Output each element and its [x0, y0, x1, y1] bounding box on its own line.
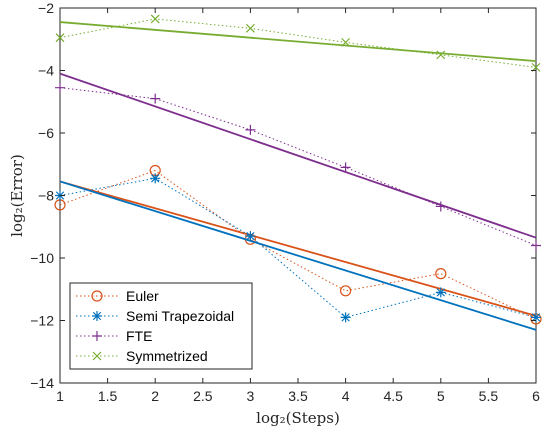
x-tick-label-9: 5.5	[479, 388, 499, 404]
point-fte-1	[150, 93, 161, 104]
x-axis-label: log₂(Steps)	[256, 409, 340, 427]
fit-line-fte	[59, 72, 537, 239]
y-tick-label-5: −4	[38, 63, 54, 79]
point-symmetrized-2	[245, 23, 255, 33]
y-tick-label-2: −10	[30, 250, 54, 266]
point-fte-4	[435, 201, 446, 212]
ticks-layer: 1 1.5 2 2.5 3 3.5 4 4.5 5 5.5 6 −14 −12 −10 −8 −6 −4 −2	[30, 0, 540, 404]
point-euler-4	[435, 268, 447, 280]
legend-label-euler: Euler	[126, 288, 159, 304]
point-symmetrized-3	[341, 37, 351, 47]
point-semi-trapezoidal-1	[150, 173, 161, 184]
point-symmetrized-1	[150, 14, 160, 24]
series-fte	[55, 72, 541, 251]
point-symmetrized-0	[55, 33, 65, 43]
x-tick-label-10: 6	[532, 388, 540, 404]
series-line-semi-trapezoidal	[59, 177, 537, 318]
y-tick-label-4: −6	[38, 125, 54, 141]
x-tick-label-7: 4.5	[383, 388, 403, 404]
y-axis-label: log₂(Error)	[8, 154, 26, 237]
legend-label-symmetrized: Symmetrized	[126, 348, 208, 364]
point-semi-trapezoidal-5	[531, 312, 541, 323]
y-tick-label-0: −14	[30, 375, 54, 391]
point-euler-3	[340, 285, 352, 297]
legend-item-semi-trapezoidal: Semi Trapezoidal	[76, 308, 234, 324]
series-line-symmetrized	[59, 18, 537, 68]
x-tick-label-3: 2.5	[193, 388, 213, 404]
legend: Euler Semi Trapezoidal FTE Symmetrized	[69, 282, 253, 370]
y-tick-label-1: −12	[30, 313, 54, 329]
legend-marker-semi-trapezoidal	[92, 311, 102, 321]
legend-box	[69, 282, 253, 370]
point-semi-trapezoidal-3	[340, 312, 351, 323]
legend-item-fte: FTE	[76, 328, 152, 344]
y-tick-label-3: −8	[38, 188, 54, 204]
point-fte-0	[55, 82, 65, 93]
legend-item-euler: Euler	[76, 288, 159, 304]
x-tick-label-8: 5	[437, 388, 445, 404]
point-fte-2	[245, 124, 256, 135]
x-tick-label-6: 4	[342, 388, 350, 404]
point-semi-trapezoidal-2	[245, 231, 256, 242]
point-symmetrized-4	[436, 50, 446, 60]
point-fte-3	[340, 162, 351, 173]
fit-line-euler	[59, 180, 537, 317]
legend-marker-fte	[92, 331, 102, 341]
fit-line-symmetrized	[59, 21, 537, 63]
legend-label-fte: FTE	[126, 328, 152, 344]
legend-label-semi-trapezoidal: Semi Trapezoidal	[126, 308, 234, 324]
x-tick-label-2: 2	[151, 388, 159, 404]
y-tick-label-6: −2	[38, 0, 54, 16]
legend-item-symmetrized: Symmetrized	[76, 348, 208, 364]
legend-marker-symmetrized	[92, 351, 102, 361]
x-tick-label-0: 1	[56, 388, 64, 404]
point-fte-5	[531, 240, 541, 251]
series-symmetrized	[55, 14, 541, 72]
series-line-euler	[59, 169, 537, 320]
legend-marker-euler	[91, 290, 103, 302]
x-tick-label-1: 1.5	[98, 388, 118, 404]
point-semi-trapezoidal-4	[435, 287, 446, 298]
fit-line-semi-trapezoidal	[59, 180, 537, 331]
x-tick-label-4: 3	[247, 388, 255, 404]
x-tick-label-5: 3.5	[288, 388, 308, 404]
series-layer	[54, 14, 542, 331]
